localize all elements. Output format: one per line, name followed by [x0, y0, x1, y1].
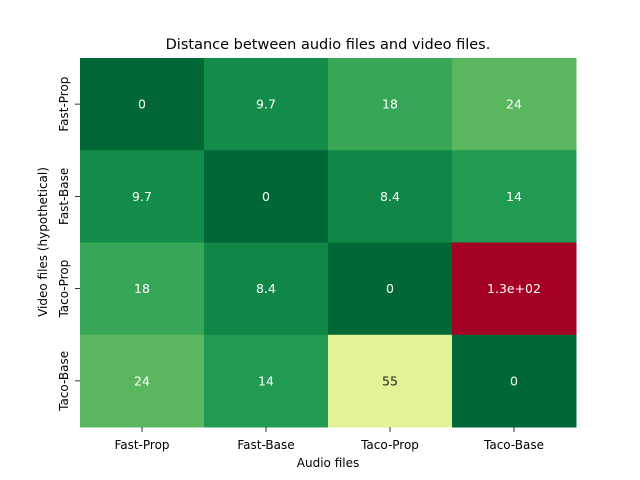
heatmap-cell [204, 242, 329, 336]
heatmap-cell [452, 58, 577, 151]
cell-value-label: 0 [262, 189, 270, 204]
heatmap-cell [452, 334, 577, 428]
x-tick-label: Taco-Prop [360, 438, 419, 452]
x-tick-label: Taco-Base [483, 438, 544, 452]
y-tick-label: Fast-Prop [57, 77, 71, 132]
heatmap-cell [80, 58, 205, 151]
x-tick-label: Fast-Base [237, 438, 294, 452]
cell-value-label: 9.7 [132, 189, 152, 204]
y-tick-label: Taco-Base [57, 351, 71, 412]
chart-title: Distance between audio files and video f… [166, 37, 491, 53]
heatmap-cell [204, 334, 329, 428]
y-tick-label: Taco-Prop [57, 260, 71, 319]
x-tick-label: Fast-Prop [114, 438, 169, 452]
heatmap-cell [204, 150, 329, 243]
cell-value-label: 8.4 [380, 189, 400, 204]
cell-value-label: 14 [258, 373, 274, 388]
heatmap-cell [328, 334, 453, 428]
heatmap-cell [80, 150, 205, 243]
y-tick-label: Fast-Base [57, 168, 71, 225]
cell-value-label: 9.7 [256, 97, 276, 112]
cell-value-label: 14 [506, 189, 522, 204]
x-axis: Fast-Prop Fast-Base Taco-Prop Taco-Base [114, 427, 544, 452]
cell-value-label: 24 [506, 97, 522, 112]
heatmap-cell [80, 334, 205, 428]
heatmap-cell [452, 242, 577, 336]
heatmap-cell [452, 150, 577, 243]
cell-value-label: 0 [510, 373, 518, 388]
heatmap-cell [328, 242, 453, 336]
y-axis-label: Video files (hypothetical) [36, 167, 50, 317]
cell-value-label: 1.3e+02 [487, 281, 541, 296]
cell-value-label: 18 [134, 281, 150, 296]
heatmap-cell [328, 58, 453, 151]
heatmap-cell [204, 58, 329, 151]
cell-value-label: 0 [138, 97, 146, 112]
cell-value-label: 0 [386, 281, 394, 296]
heatmap-cell [80, 242, 205, 336]
cell-value-label: 55 [382, 373, 398, 388]
heatmap-cells: 0 9.7 18 24 9.7 0 8.4 14 18 8.4 0 1.3e+02 24 14 55 0 [80, 58, 577, 428]
heatmap-cell [328, 150, 453, 243]
x-axis-label: Audio files [297, 456, 359, 470]
y-axis: Fast-Prop Fast-Base Taco-Prop Taco-Base [57, 77, 80, 412]
cell-value-label: 8.4 [256, 281, 276, 296]
cell-value-label: 24 [134, 373, 150, 388]
cell-value-label: 18 [382, 97, 398, 112]
